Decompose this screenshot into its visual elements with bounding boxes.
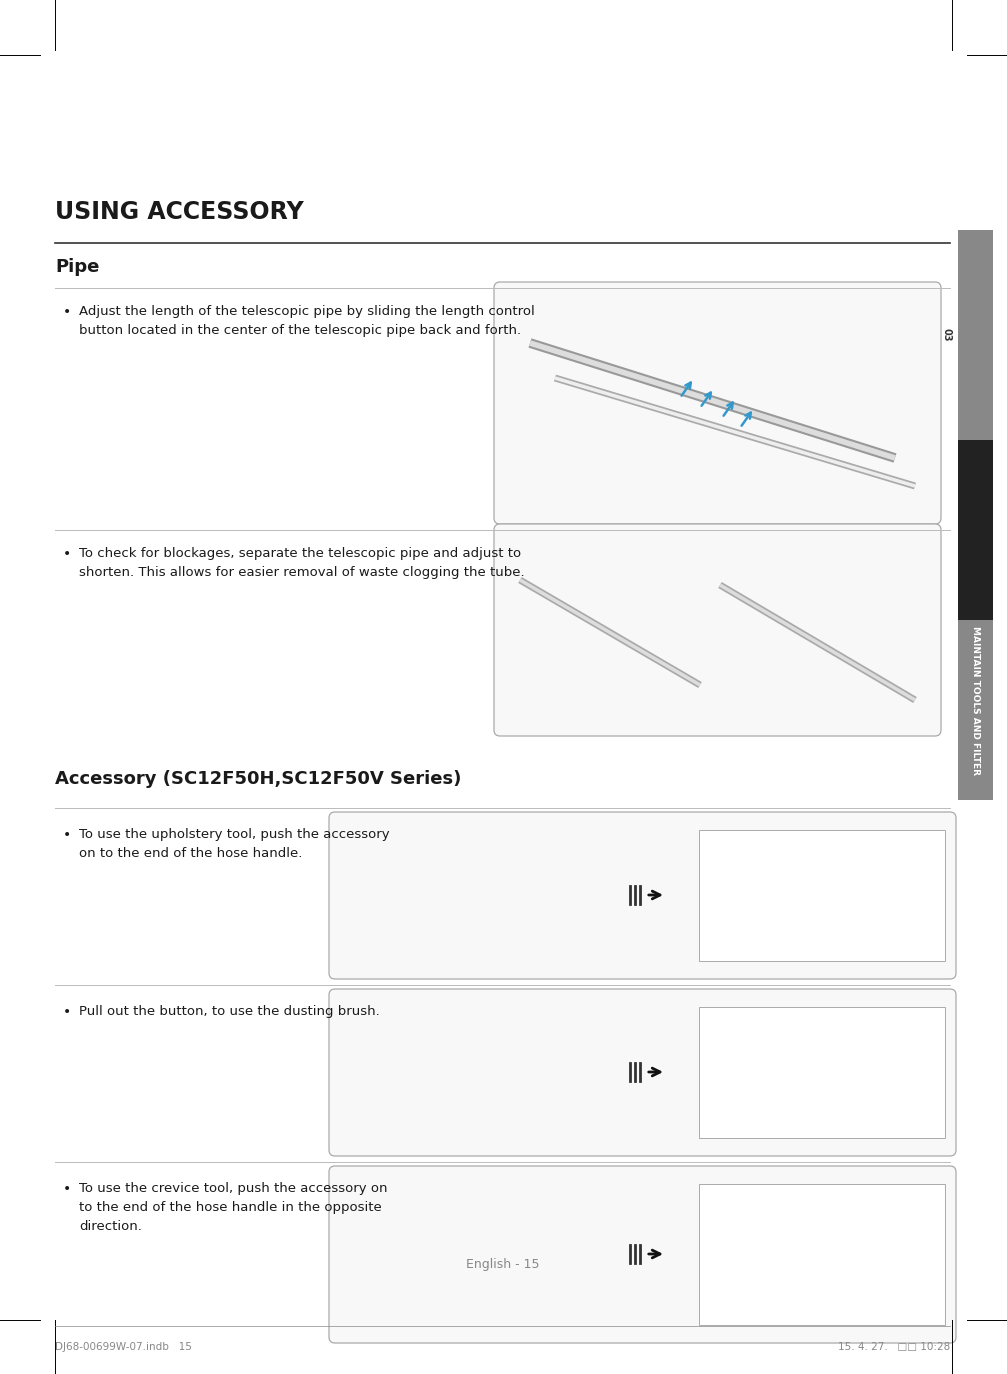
- Bar: [699, 830, 945, 960]
- Bar: [958, 440, 993, 620]
- FancyBboxPatch shape: [494, 282, 941, 523]
- Text: Pull out the button, to use the dusting brush.: Pull out the button, to use the dusting …: [79, 1004, 380, 1018]
- Bar: [699, 1184, 945, 1325]
- Text: USING ACCESSORY: USING ACCESSORY: [55, 201, 304, 224]
- Text: 15. 4. 27.   □□ 10:28: 15. 4. 27. □□ 10:28: [838, 1342, 950, 1352]
- FancyBboxPatch shape: [494, 523, 941, 736]
- Text: English - 15: English - 15: [466, 1259, 540, 1271]
- Text: Accessory (SC12F50H,SC12F50V Series): Accessory (SC12F50H,SC12F50V Series): [55, 769, 461, 789]
- Text: DJ68-00699W-07.indb   15: DJ68-00699W-07.indb 15: [55, 1342, 192, 1352]
- Text: Adjust the length of the telescopic pipe by sliding the length control
button lo: Adjust the length of the telescopic pipe…: [79, 305, 535, 337]
- Text: Pipe: Pipe: [55, 258, 100, 276]
- Text: To check for blockages, separate the telescopic pipe and adjust to
shorten. This: To check for blockages, separate the tel…: [79, 547, 525, 578]
- Text: •: •: [63, 1182, 71, 1195]
- Bar: [699, 1007, 945, 1138]
- Text: •: •: [63, 305, 71, 319]
- FancyBboxPatch shape: [329, 989, 956, 1156]
- Text: 03: 03: [942, 328, 952, 342]
- Text: MAINTAIN TOOLS AND FILTER: MAINTAIN TOOLS AND FILTER: [971, 625, 980, 775]
- Text: To use the crevice tool, push the accessory on
to the end of the hose handle in : To use the crevice tool, push the access…: [79, 1182, 388, 1232]
- Bar: [958, 229, 993, 800]
- FancyBboxPatch shape: [329, 812, 956, 980]
- Text: •: •: [63, 547, 71, 561]
- Text: To use the upholstery tool, push the accessory
on to the end of the hose handle.: To use the upholstery tool, push the acc…: [79, 829, 390, 860]
- FancyBboxPatch shape: [329, 1167, 956, 1342]
- Text: •: •: [63, 1004, 71, 1020]
- Text: •: •: [63, 829, 71, 842]
